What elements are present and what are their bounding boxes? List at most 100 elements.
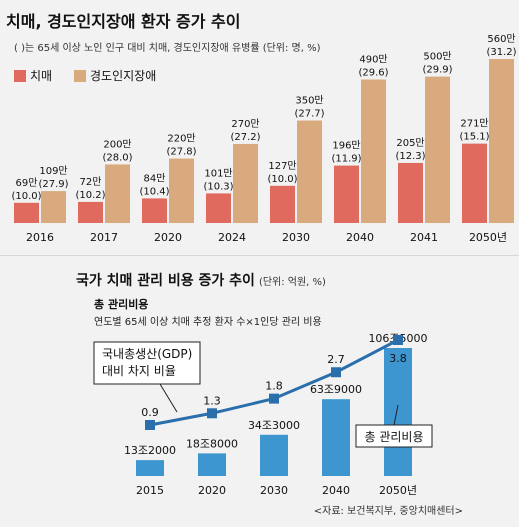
- gdp-value-label: 2.7: [327, 353, 345, 366]
- rate-label: (28.0): [102, 152, 132, 163]
- x-tick-label: 2030: [260, 484, 288, 497]
- legend-label-dementia: 치매: [30, 69, 53, 83]
- cost-value-label: 63조9000: [310, 383, 362, 396]
- x-tick-label: 2040: [322, 484, 350, 497]
- value-label: 490만: [359, 54, 387, 66]
- bar-dementia: [142, 198, 167, 223]
- rate-label: (31.2): [486, 47, 516, 58]
- bar-cost: [198, 453, 226, 476]
- chart2-subtitle2: 연도별 65세 이상 치매 추정 환자 수×1인당 관리 비용: [94, 317, 322, 328]
- bar-mci: [169, 158, 194, 223]
- gdp-callout: [93, 341, 201, 385]
- chart2-subtitle: 총 관리비용: [94, 298, 149, 311]
- value-label: 271만: [460, 118, 488, 130]
- gdp-marker: [331, 367, 341, 378]
- cost-value-label: 18조8000: [186, 437, 238, 450]
- value-label: 127만: [268, 160, 296, 172]
- rate-label: (27.7): [294, 109, 324, 120]
- value-label: 72만: [80, 176, 102, 188]
- gdp-value-label: 0.9: [141, 406, 159, 419]
- x-tick-label: 2040: [346, 231, 374, 244]
- chart2-title: 국가 치매 관리 비용 증가 추이 (단위: 억원, %): [76, 270, 326, 290]
- bar-mci: [233, 143, 258, 223]
- bar-mci: [41, 191, 66, 223]
- x-tick-label: 2041: [410, 231, 438, 244]
- rate-label: (10.0): [267, 174, 297, 185]
- bar-cost: [322, 399, 350, 476]
- value-label: 350만: [295, 95, 323, 107]
- bar-cost: [384, 348, 412, 476]
- legend-dementia: 치매: [14, 67, 52, 84]
- chart1-title: 치매, 경도인지장애 환자 증가 추이: [6, 12, 241, 31]
- rate-label: (10.2): [75, 190, 105, 201]
- rate-label: (29.6): [358, 68, 388, 79]
- x-tick-label: 2024: [218, 231, 246, 244]
- x-tick-label: 2020: [154, 231, 182, 244]
- gdp-value-label: 3.8: [389, 352, 407, 365]
- rate-label: (11.9): [331, 154, 361, 165]
- value-label: 560만: [487, 33, 515, 45]
- cost-value-label: 13조2000: [124, 444, 176, 457]
- chart2-title-text: 국가 치매 관리 비용 증가 추이: [76, 273, 255, 289]
- value-label: 101만: [204, 167, 232, 179]
- section-divider: [0, 255, 519, 256]
- cost-callout-pointer: [393, 404, 399, 426]
- x-tick-label: 2020: [198, 484, 226, 497]
- source-note: <자료: 보건복지부, 중앙치매센터>: [313, 506, 463, 517]
- legend-swatch-dementia: [14, 69, 26, 82]
- bar-mci: [105, 164, 130, 223]
- bar-dementia: [270, 185, 295, 223]
- chart2-unit: (단위: 억원, %): [258, 277, 326, 288]
- bar-dementia: [398, 162, 423, 223]
- value-label: 69만: [16, 177, 38, 189]
- bar-mci: [361, 79, 386, 223]
- cost-callout-text: 총 관리비용: [364, 430, 423, 444]
- rate-label: (27.8): [166, 147, 196, 158]
- gdp-marker: [393, 335, 403, 345]
- value-label: 205만: [396, 137, 424, 149]
- legend-swatch-mci: [74, 69, 86, 82]
- bar-dementia: [14, 202, 39, 223]
- rate-label: (10.0): [11, 191, 41, 202]
- bar-mci: [425, 76, 450, 223]
- bar-dementia: [462, 143, 487, 223]
- x-tick-label: 2015: [136, 484, 164, 497]
- bar-cost: [260, 434, 288, 476]
- bar-dementia: [206, 193, 231, 223]
- legend-label-mci: 경도인지장애: [90, 69, 157, 83]
- bar-dementia: [78, 201, 103, 223]
- gdp-value-label: 1.8: [265, 380, 283, 393]
- rate-label: (10.4): [139, 186, 169, 197]
- rate-label: (27.2): [230, 132, 260, 143]
- bar-mci: [297, 120, 322, 223]
- value-label: 84만: [144, 172, 166, 184]
- rate-label: (29.9): [422, 65, 452, 76]
- gdp-marker: [269, 393, 279, 404]
- x-tick-label: 2050년: [379, 484, 417, 497]
- bar-mci: [489, 59, 514, 223]
- gdp-marker: [145, 420, 155, 430]
- gdp-marker: [207, 408, 217, 419]
- rate-label: (10.3): [203, 181, 233, 192]
- x-tick-label: 2030: [282, 231, 310, 244]
- gdp-callout-pointer: [159, 383, 178, 413]
- rate-label: (15.1): [459, 132, 489, 143]
- legend-mci: 경도인지장애: [74, 67, 156, 84]
- x-tick-label: 2016: [26, 231, 54, 244]
- value-label: 200만: [103, 138, 131, 150]
- x-tick-label: 2050년: [469, 231, 507, 244]
- rate-label: (27.9): [38, 179, 68, 190]
- bar-dementia: [334, 165, 359, 223]
- value-label: 220만: [167, 133, 195, 145]
- value-label: 109만: [39, 165, 67, 177]
- gdp-callout-text: 대비 차지 비율: [102, 364, 176, 378]
- rate-label: (12.3): [395, 151, 425, 162]
- chart1-plot: 69만 (10.0) 109만 (27.9) 2016 72만 (10.2) 200만 (28.…: [11, 33, 516, 244]
- chart1-note: ( )는 65세 이상 노인 인구 대비 치매, 경도인지장애 유병률 (단위:…: [14, 43, 321, 54]
- gdp-value-label: 1.3: [203, 394, 221, 407]
- value-label: 270만: [231, 118, 259, 130]
- x-tick-label: 2017: [90, 231, 118, 244]
- value-label: 500만: [423, 51, 451, 63]
